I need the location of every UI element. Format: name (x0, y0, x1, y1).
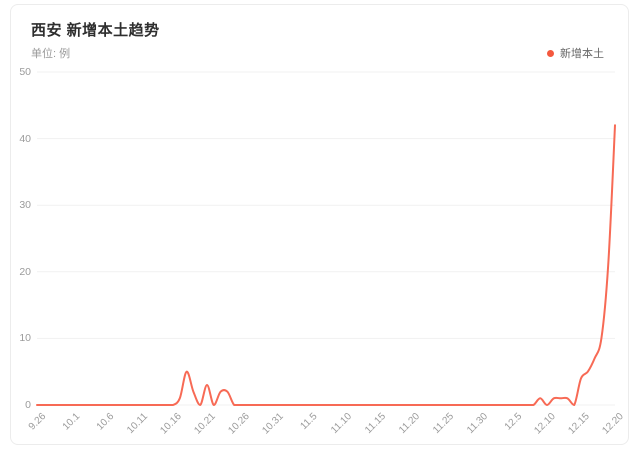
y-tick-label: 10 (19, 332, 31, 345)
legend-item-new-local[interactable]: 新增本土 (547, 45, 604, 61)
y-tick-label: 20 (19, 265, 31, 278)
chart-card: 西安 新增本土趋势 单位: 例 新增本土 (10, 4, 629, 445)
trend-line[interactable] (36, 124, 616, 406)
unit-label: 单位: 例 (31, 48, 71, 60)
legend-dot-icon (547, 49, 554, 57)
y-tick-label: 50 (19, 66, 31, 78)
y-tick-label: 0 (25, 399, 31, 411)
y-tick-label: 30 (19, 199, 31, 212)
y-tick-label: 40 (19, 132, 31, 145)
chart-title: 西安 新增本土趋势 (31, 22, 160, 39)
legend-label: 新增本土 (560, 48, 604, 60)
